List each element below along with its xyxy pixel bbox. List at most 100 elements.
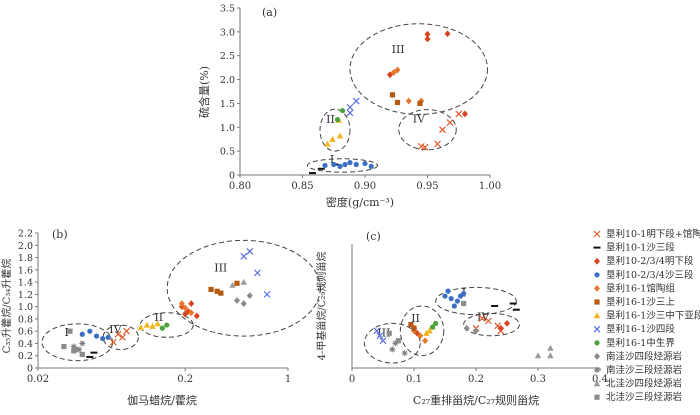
group-ellipse <box>139 312 194 338</box>
data-point <box>423 329 430 336</box>
group-ellipse <box>307 158 378 173</box>
x-tick-label: 1.00 <box>479 181 501 192</box>
legend-entry: 南洼沙四段烃源岩 <box>606 350 682 362</box>
data-point <box>433 320 439 326</box>
data-point <box>324 140 331 147</box>
data-point <box>390 69 397 76</box>
data-point <box>322 162 328 169</box>
x-tick-label: 0.90 <box>354 181 376 192</box>
panel-b: (b) 伽马蜡烷/藿烷 C₃₅升藿烷/C₃₄升藿烷 0.02 0.2 100.20.… <box>0 228 321 407</box>
x-tick-label: 0.4 <box>592 374 608 385</box>
x-tick-label: 0.85 <box>291 181 313 192</box>
group-ellipse <box>349 23 488 115</box>
data-point <box>229 281 236 288</box>
data-point <box>329 135 336 142</box>
y-tick-label: 0.4 <box>18 339 33 350</box>
y-tick-label: 1.8 <box>18 253 33 264</box>
data-point <box>473 327 479 335</box>
data-point <box>159 325 165 331</box>
data-point <box>87 328 93 334</box>
data-point <box>408 322 414 328</box>
legend-entry: 南洼沙三段烃源岩 <box>606 364 682 376</box>
data-point <box>439 126 446 134</box>
y-tick-label: 0.2 <box>18 351 33 362</box>
legend-entry: 北洼沙四段烃源岩 <box>606 378 682 390</box>
data-point <box>422 337 429 345</box>
data-point <box>100 335 106 342</box>
data-point <box>143 321 151 328</box>
y-tick-label: 1.0 <box>220 123 235 134</box>
data-point <box>109 338 117 346</box>
legend-entry: 垦利10-1沙三段 <box>606 242 675 254</box>
data-point <box>504 319 510 327</box>
data-point <box>394 99 401 106</box>
y-tick-label: 0 <box>229 171 235 182</box>
legend: 垦利10-1明下段+馆陶组垦利10-1沙三段垦利10-2/3/4明下段垦利10-… <box>593 228 700 403</box>
data-point <box>445 288 451 294</box>
legend-marker <box>594 299 600 305</box>
x-tick-label: 0.2 <box>177 374 193 385</box>
legend-marker <box>594 353 600 360</box>
data-point <box>240 252 248 260</box>
data-point <box>379 337 387 345</box>
data-point <box>417 142 425 150</box>
data-point <box>339 107 346 114</box>
data-point <box>76 346 83 353</box>
data-point <box>386 330 392 336</box>
legend-marker <box>593 325 601 333</box>
legend-marker <box>594 272 600 278</box>
data-point <box>79 331 85 337</box>
data-point <box>137 324 145 331</box>
data-point <box>389 92 396 98</box>
data-point <box>193 312 200 320</box>
y-tick-label: 1.4 <box>18 278 33 289</box>
data-point <box>484 317 492 325</box>
panel-a-label: (a) <box>262 6 277 19</box>
y-tick-label: 0.5 <box>220 147 235 158</box>
panel-c-label: (c) <box>366 230 381 243</box>
data-point <box>70 343 77 350</box>
y-tick-label: 0.8 <box>18 314 33 325</box>
data-point <box>395 338 402 344</box>
data-point <box>182 304 189 312</box>
data-point <box>208 286 214 293</box>
legend-entry: 垦利16-1馆陶组 <box>606 282 675 294</box>
group-ellipse <box>166 239 321 337</box>
x-tick-label: 0.2 <box>468 374 484 385</box>
data-point <box>442 293 448 299</box>
panel-b-ylabel: C₃₅升藿烷/C₃₄升藿烷 <box>0 259 13 354</box>
data-point <box>240 278 247 285</box>
panel-a: (a) 密度(g/cm⁻³) 硫含量(%) 0.80 0.85 0.90 0.95 1.… <box>197 4 501 210</box>
data-point <box>71 348 77 354</box>
data-point <box>240 300 247 307</box>
y-tick-label: 2.0 <box>18 241 33 252</box>
legend-marker <box>593 312 601 319</box>
x-tick-label: 0.02 <box>27 374 49 385</box>
group-label: III <box>214 261 227 274</box>
data-point <box>461 300 467 307</box>
data-point <box>547 352 554 359</box>
y-tick-label: 0.6 <box>18 327 33 338</box>
group-ellipse <box>102 324 139 351</box>
data-point <box>164 322 170 328</box>
data-point <box>451 303 457 309</box>
group-label: IV <box>413 113 426 126</box>
panel-c: (c) C₂₇重排甾烷/C₂₇规则甾烷 4-甲基甾烷/C₂₉规则甾烷 0 0.1 0… <box>315 230 608 407</box>
group-ellipse <box>41 323 114 362</box>
data-point <box>424 35 431 43</box>
data-point <box>234 280 240 286</box>
x-tick-label: 0.95 <box>416 181 438 192</box>
legend-entry: 垦利10-2/3/4明下段 <box>606 255 694 267</box>
x-tick-label: 0.3 <box>530 374 546 385</box>
data-point <box>478 314 486 322</box>
data-point <box>401 350 408 357</box>
y-tick-label: 0 <box>27 364 33 375</box>
y-tick-label: 2.2 <box>18 229 33 240</box>
data-point <box>178 300 185 307</box>
y-tick-label: 3.5 <box>220 4 235 15</box>
panel-a-xlabel: 密度(g/cm⁻³) <box>326 195 394 209</box>
data-point <box>154 320 161 327</box>
legend-entry: 垦利16-1沙三中下亚段 <box>606 310 700 322</box>
data-point <box>182 310 189 318</box>
